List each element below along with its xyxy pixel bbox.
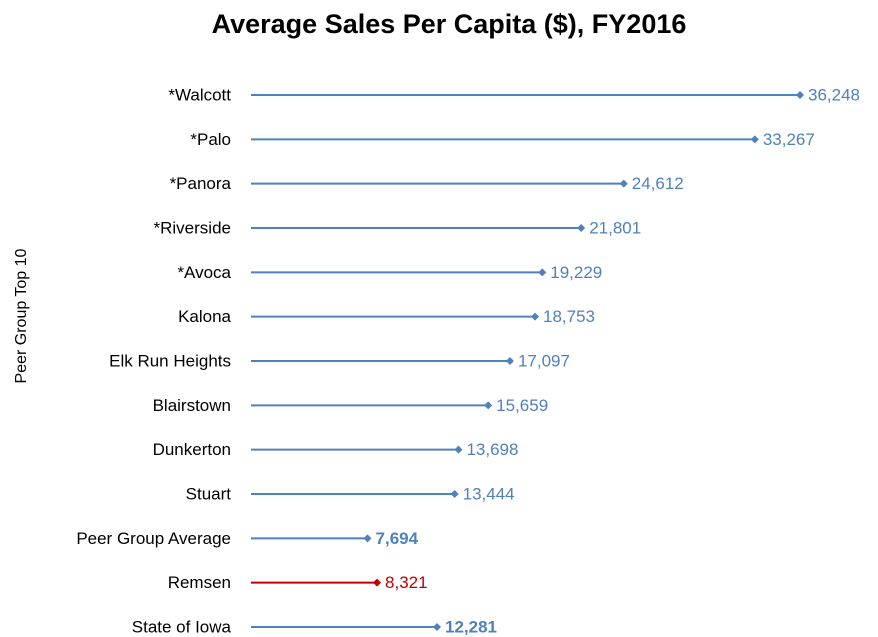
category-label: Blairstown xyxy=(153,396,231,415)
marker xyxy=(577,224,586,232)
value-label: 15,659 xyxy=(496,396,548,415)
marker xyxy=(619,179,628,188)
value-label: 36,248 xyxy=(808,85,860,104)
marker xyxy=(433,623,442,631)
category-label: Peer Group Average xyxy=(76,529,231,548)
marker xyxy=(373,578,382,587)
category-label: *Riverside xyxy=(154,218,231,237)
value-label: 13,698 xyxy=(466,440,518,459)
marker xyxy=(750,135,759,144)
category-label: Stuart xyxy=(186,484,232,503)
value-label: 7,694 xyxy=(376,529,419,548)
marker xyxy=(538,268,547,277)
marker xyxy=(484,401,493,410)
category-label: *Palo xyxy=(190,130,231,149)
category-label: Dunkerton xyxy=(153,440,231,459)
marker xyxy=(796,91,804,99)
category-label: Elk Run Heights xyxy=(109,351,231,370)
category-label: *Avoca xyxy=(177,263,231,282)
marker xyxy=(505,357,514,365)
y-axis-label: Peer Group Top 10 xyxy=(13,248,30,383)
value-label: 33,267 xyxy=(763,130,815,149)
category-label: Kalona xyxy=(178,307,231,326)
category-label: State of Iowa xyxy=(132,617,232,636)
value-label: 18,753 xyxy=(543,307,595,326)
category-label: *Panora xyxy=(170,174,232,193)
marker xyxy=(454,445,463,454)
value-label: 17,097 xyxy=(518,351,570,370)
marker xyxy=(531,312,540,321)
marker xyxy=(450,490,459,498)
value-label: 24,612 xyxy=(632,174,684,193)
value-label: 19,229 xyxy=(550,263,602,282)
value-label: 21,801 xyxy=(589,218,641,237)
value-label: 8,321 xyxy=(385,573,428,592)
category-label: *Walcott xyxy=(168,85,231,104)
chart-title: Average Sales Per Capita ($), FY2016 xyxy=(212,9,687,39)
category-label: Remsen xyxy=(168,573,231,592)
value-label: 13,444 xyxy=(463,484,515,503)
marker xyxy=(363,534,372,543)
value-label: 12,281 xyxy=(445,617,497,636)
